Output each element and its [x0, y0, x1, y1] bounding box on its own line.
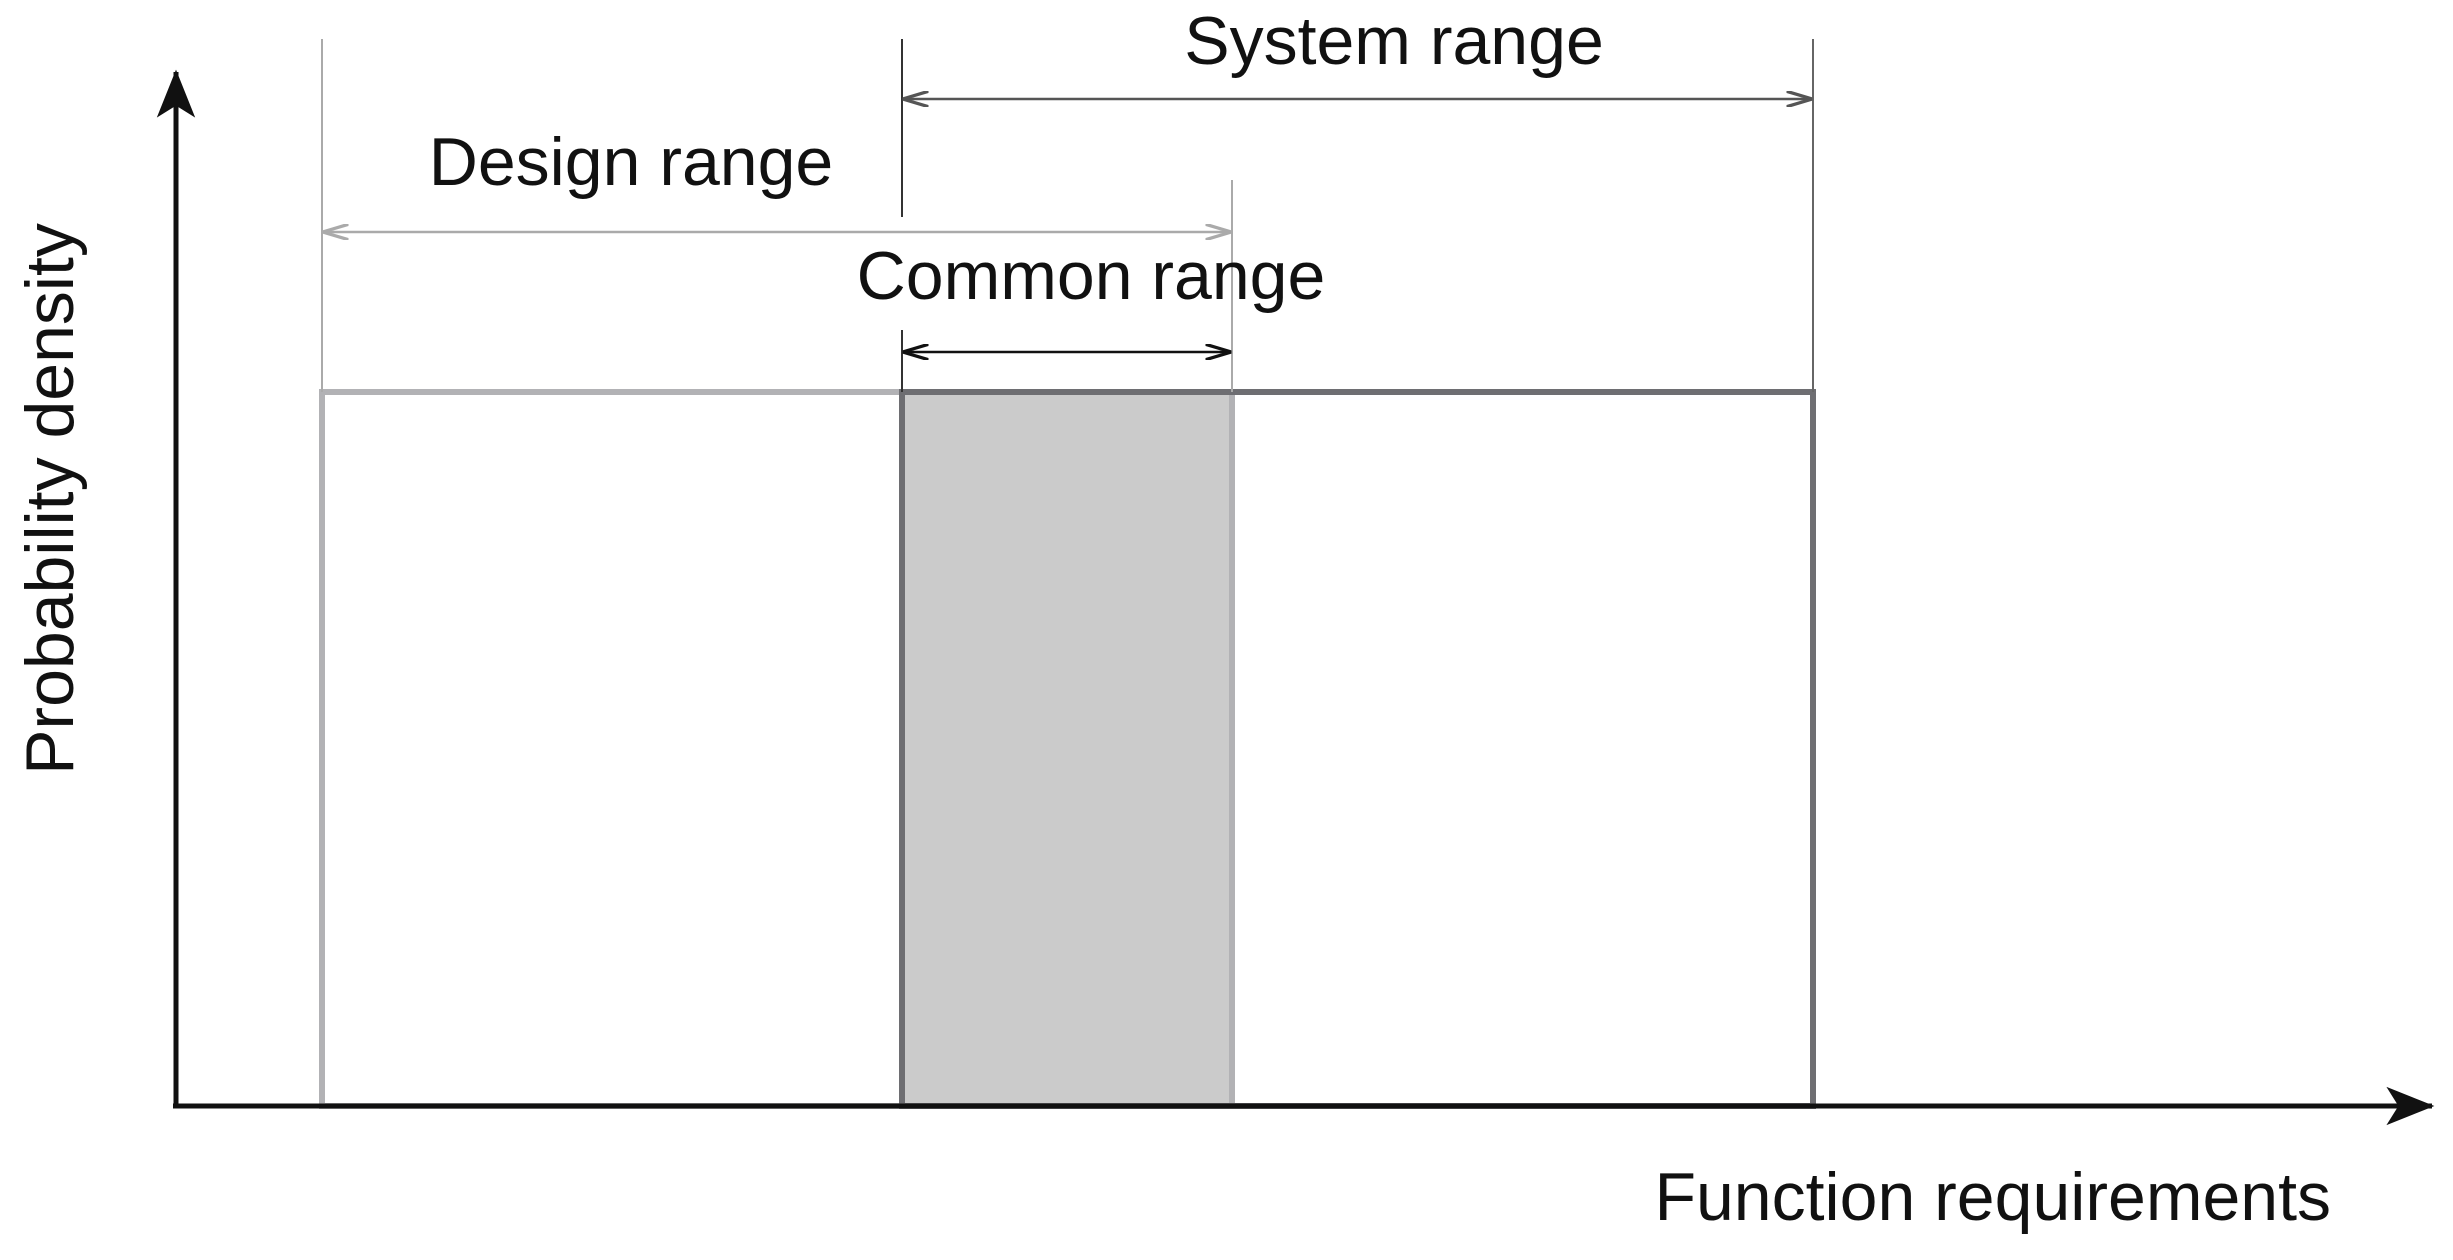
y-axis-label: Probability density [12, 223, 88, 775]
common-range-label: Common range [857, 238, 1326, 314]
design-range-label: Design range [429, 124, 833, 200]
common-area [902, 392, 1232, 1106]
x-axis-label: Function requirements [1654, 1159, 2331, 1235]
system-range-label: System range [1184, 3, 1604, 79]
